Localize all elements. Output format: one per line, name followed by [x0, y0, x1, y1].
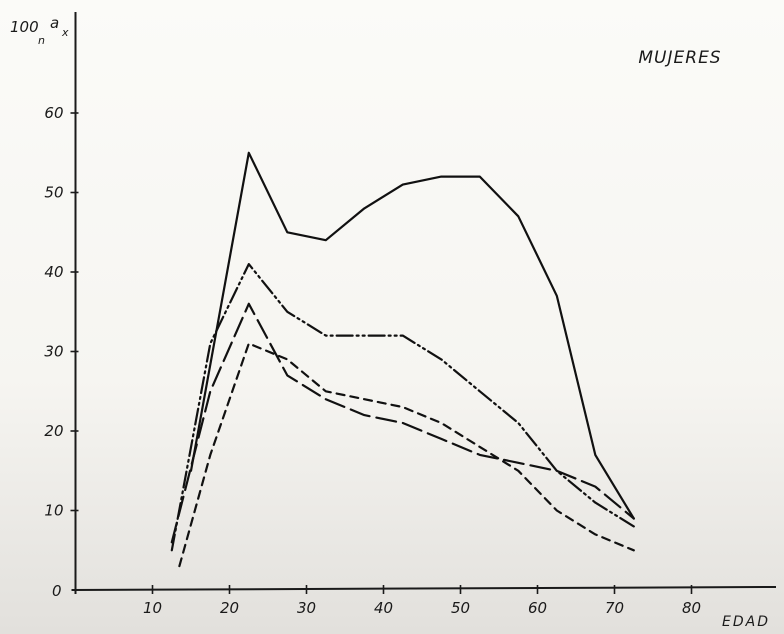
x-tick-label: 40: [374, 599, 393, 617]
x-tick-label: 30: [297, 599, 316, 617]
y-axis-title-number: 100: [10, 18, 39, 36]
y-tick-label: 20: [44, 422, 63, 440]
series-line-dash-dot-dot: [170, 263, 635, 552]
chart-title: MUJERES: [638, 48, 721, 68]
x-tick-label: 50: [451, 599, 470, 617]
x-tick-label: 70: [605, 599, 624, 617]
y-axis-title-subscript: n: [38, 34, 45, 47]
y-tick-label: 30: [44, 343, 63, 361]
y-tick-label: 60: [44, 104, 63, 122]
y-axis-title-letter: a: [50, 14, 59, 32]
origin-label: 0: [52, 582, 62, 600]
y-axis-title: 100 n a x: [10, 14, 69, 47]
axes: [71, 12, 777, 594]
x-tick-label: 20: [220, 599, 239, 617]
x-axis-title: EDAD: [722, 614, 770, 630]
y-tick-label: 40: [44, 263, 63, 281]
series-line-long-dash: [170, 302, 635, 544]
x-tick-label: 80: [682, 599, 701, 617]
x-axis-line: [71, 586, 777, 591]
x-tick-label: 10: [143, 599, 162, 617]
y-tick-label: 50: [44, 184, 63, 202]
series-line-solid: [189, 151, 635, 520]
y-tick-label: 10: [44, 502, 63, 520]
series-group: [170, 151, 635, 568]
y-axis-title-x-subscript: x: [61, 26, 69, 39]
series-line-short-dash: [178, 342, 635, 568]
ticks: 10 20 30 40 50 60 70 80 10 20 30 40 50 60: [44, 104, 701, 617]
x-tick-label: 60: [528, 599, 547, 617]
